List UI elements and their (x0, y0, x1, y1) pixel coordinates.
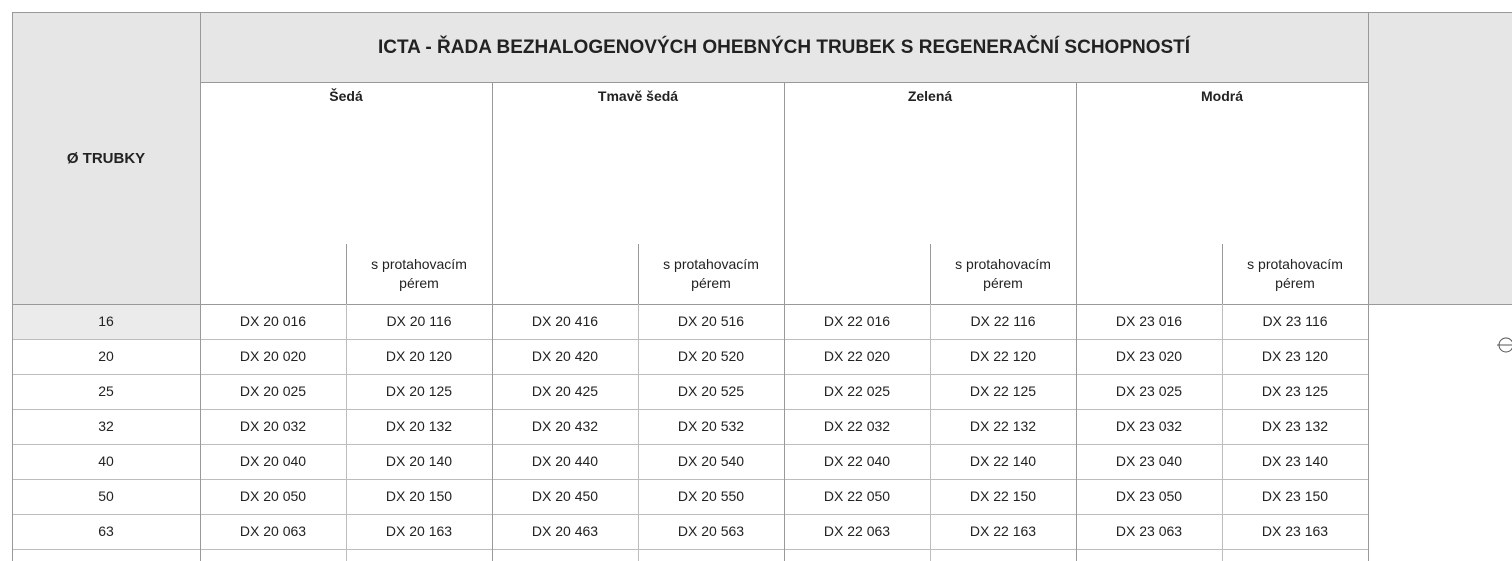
rule (1222, 244, 1223, 304)
group-name: Modrá (1076, 84, 1368, 108)
product-code: DX 20 125 (346, 374, 492, 409)
rule (1076, 82, 1077, 561)
product-code: DX 22 016 (784, 304, 930, 339)
pull-wire-label: s protahovacím pérem (346, 244, 492, 304)
rule (638, 304, 639, 561)
rule (12, 12, 1512, 13)
product-code: DX 20 063 (200, 514, 346, 549)
product-code: DX 22 020 (784, 339, 930, 374)
product-code: DX 23 063 (1076, 514, 1222, 549)
product-code: DX 20 432 (492, 409, 638, 444)
product-code: DX 22 040 (784, 444, 930, 479)
product-code: DX 20 032 (200, 409, 346, 444)
product-code: DX 20 440 (492, 444, 638, 479)
pull-wire-label: s protahovacím pérem (638, 244, 784, 304)
group-name: Tmavě šedá (492, 84, 784, 108)
product-code: DX 23 016 (1076, 304, 1222, 339)
product-code: DX 20 050 (200, 479, 346, 514)
group-name: Šedá (200, 84, 492, 108)
product-code: DX 23 150 (1222, 479, 1368, 514)
product-code: DX 20 025 (200, 374, 346, 409)
diameter: 32 (12, 409, 200, 444)
rule (930, 244, 931, 304)
product-code: DX 22 032 (784, 409, 930, 444)
product-code: DX 22 132 (930, 409, 1076, 444)
product-code: DX 20 150 (346, 479, 492, 514)
product-code: DX 23 050 (1076, 479, 1222, 514)
rule (1368, 12, 1369, 561)
product-code: DX 22 125 (930, 374, 1076, 409)
product-code: DX 22 063 (784, 514, 930, 549)
product-code: DX 20 525 (638, 374, 784, 409)
page: ICTA - ŘADA BEZHALOGENOVÝCH OHEBNÝCH TRU… (0, 0, 1512, 561)
product-code: DX 20 116 (346, 304, 492, 339)
product-code: DX 20 163 (346, 514, 492, 549)
table-title: ICTA - ŘADA BEZHALOGENOVÝCH OHEBNÝCH TRU… (200, 12, 1368, 82)
rule (12, 304, 1512, 305)
diameter: 20 (12, 339, 200, 374)
product-code: DX 22 150 (930, 479, 1076, 514)
rule (638, 244, 639, 304)
product-code: DX 23 116 (1222, 304, 1368, 339)
product-code: DX 20 450 (492, 479, 638, 514)
product-code: DX 23 025 (1076, 374, 1222, 409)
product-code: DX 22 050 (784, 479, 930, 514)
product-code: DX 20 140 (346, 444, 492, 479)
product-code: DX 23 032 (1076, 409, 1222, 444)
product-code: DX 20 520 (638, 339, 784, 374)
product-code: DX 23 120 (1222, 339, 1368, 374)
product-code: DX 22 025 (784, 374, 930, 409)
product-code: DX 20 532 (638, 409, 784, 444)
product-code: DX 20 540 (638, 444, 784, 479)
group-name: Zelená (784, 84, 1076, 108)
rule (346, 304, 347, 561)
rule (784, 82, 785, 561)
diameter: 25 (12, 374, 200, 409)
pull-wire-label: s protahovacím pérem (1222, 244, 1368, 304)
product-code: DX 20 550 (638, 479, 784, 514)
diameter-header: Ø TRUBKY (12, 12, 200, 304)
product-code: DX 20 016 (200, 304, 346, 339)
product-code: DX 23 163 (1222, 514, 1368, 549)
product-code: DX 22 140 (930, 444, 1076, 479)
product-code: DX 20 020 (200, 339, 346, 374)
rule (200, 12, 201, 561)
right-bg (1368, 12, 1512, 304)
product-code: DX 20 563 (638, 514, 784, 549)
product-code: DX 20 416 (492, 304, 638, 339)
rule (346, 244, 347, 304)
rule (12, 549, 1368, 550)
product-code: DX 22 116 (930, 304, 1076, 339)
product-code: DX 20 120 (346, 339, 492, 374)
product-code: DX 23 140 (1222, 444, 1368, 479)
product-code: DX 22 120 (930, 339, 1076, 374)
diameter: 16 (12, 304, 200, 339)
product-code: DX 23 040 (1076, 444, 1222, 479)
product-code: DX 20 516 (638, 304, 784, 339)
diameter: 63 (12, 514, 200, 549)
pull-wire-label: s protahovacím pérem (930, 244, 1076, 304)
product-code: DX 23 125 (1222, 374, 1368, 409)
rule (12, 12, 13, 561)
product-code: DX 22 163 (930, 514, 1076, 549)
product-code: DX 23 020 (1076, 339, 1222, 374)
rule (1222, 304, 1223, 561)
rule (492, 82, 493, 561)
diameter: 50 (12, 479, 200, 514)
product-code: DX 20 420 (492, 339, 638, 374)
product-code: DX 20 425 (492, 374, 638, 409)
rule (930, 304, 931, 561)
product-code: DX 20 040 (200, 444, 346, 479)
diameter: 40 (12, 444, 200, 479)
product-code: DX 20 463 (492, 514, 638, 549)
product-code: DX 23 132 (1222, 409, 1368, 444)
product-code: DX 20 132 (346, 409, 492, 444)
